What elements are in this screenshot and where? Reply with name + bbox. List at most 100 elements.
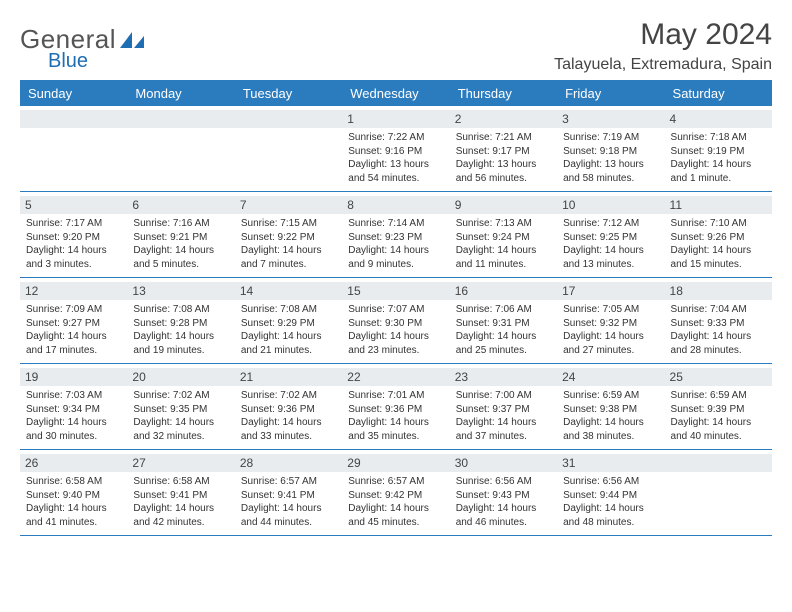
daylight-text: Daylight: 14 hours and 28 minutes. <box>671 330 766 357</box>
calendar-week: 26Sunrise: 6:58 AMSunset: 9:40 PMDayligh… <box>20 450 772 536</box>
day-number <box>20 110 127 128</box>
daylight-text: Daylight: 13 hours and 56 minutes. <box>456 158 551 185</box>
daylight-text: Daylight: 14 hours and 37 minutes. <box>456 416 551 443</box>
calendar-day: 27Sunrise: 6:58 AMSunset: 9:41 PMDayligh… <box>127 450 234 535</box>
sunset-text: Sunset: 9:28 PM <box>133 317 228 331</box>
day-number: 15 <box>342 282 449 300</box>
daylight-text: Daylight: 14 hours and 7 minutes. <box>241 244 336 271</box>
sunset-text: Sunset: 9:16 PM <box>348 145 443 159</box>
sunrise-text: Sunrise: 7:07 AM <box>348 303 443 317</box>
day-number: 28 <box>235 454 342 472</box>
sunrise-text: Sunrise: 7:09 AM <box>26 303 121 317</box>
day-number: 20 <box>127 368 234 386</box>
daylight-text: Daylight: 14 hours and 11 minutes. <box>456 244 551 271</box>
day-number: 3 <box>557 110 664 128</box>
sunset-text: Sunset: 9:25 PM <box>563 231 658 245</box>
day-number: 31 <box>557 454 664 472</box>
sunrise-text: Sunrise: 7:13 AM <box>456 217 551 231</box>
sunrise-text: Sunrise: 7:06 AM <box>456 303 551 317</box>
sunset-text: Sunset: 9:17 PM <box>456 145 551 159</box>
sail-icon <box>118 30 146 50</box>
daylight-text: Daylight: 14 hours and 30 minutes. <box>26 416 121 443</box>
day-number: 19 <box>20 368 127 386</box>
month-title: May 2024 <box>554 18 772 52</box>
day-number: 8 <box>342 196 449 214</box>
calendar-day: 23Sunrise: 7:00 AMSunset: 9:37 PMDayligh… <box>450 364 557 449</box>
day-number: 12 <box>20 282 127 300</box>
weekday-col: Monday <box>127 81 234 106</box>
weekday-col: Friday <box>557 81 664 106</box>
sunset-text: Sunset: 9:40 PM <box>26 489 121 503</box>
sunset-text: Sunset: 9:20 PM <box>26 231 121 245</box>
daylight-text: Daylight: 14 hours and 46 minutes. <box>456 502 551 529</box>
daylight-text: Daylight: 14 hours and 33 minutes. <box>241 416 336 443</box>
day-number: 14 <box>235 282 342 300</box>
sunset-text: Sunset: 9:29 PM <box>241 317 336 331</box>
sunset-text: Sunset: 9:34 PM <box>26 403 121 417</box>
day-number: 9 <box>450 196 557 214</box>
daylight-text: Daylight: 14 hours and 3 minutes. <box>26 244 121 271</box>
sunset-text: Sunset: 9:26 PM <box>671 231 766 245</box>
brand-accent: Blue <box>48 50 88 73</box>
day-number: 10 <box>557 196 664 214</box>
weekday-col: Thursday <box>450 81 557 106</box>
daylight-text: Daylight: 14 hours and 27 minutes. <box>563 330 658 357</box>
brand-logo: General Blue <box>20 24 146 55</box>
calendar-day: 24Sunrise: 6:59 AMSunset: 9:38 PMDayligh… <box>557 364 664 449</box>
sunrise-text: Sunrise: 7:12 AM <box>563 217 658 231</box>
sunrise-text: Sunrise: 7:10 AM <box>671 217 766 231</box>
sunrise-text: Sunrise: 6:59 AM <box>563 389 658 403</box>
calendar-day: 11 Sunrise: 7:10 AMSunset: 9:26 PMDayligh… <box>665 192 772 277</box>
daylight-text: Daylight: 14 hours and 5 minutes. <box>133 244 228 271</box>
sunrise-text: Sunrise: 7:21 AM <box>456 131 551 145</box>
calendar-day: 18Sunrise: 7:04 AMSunset: 9:33 PMDayligh… <box>665 278 772 363</box>
daylight-text: Daylight: 14 hours and 17 minutes. <box>26 330 121 357</box>
weekday-col: Sunday <box>20 81 127 106</box>
day-number: 29 <box>342 454 449 472</box>
day-number: 21 <box>235 368 342 386</box>
calendar-day: 21Sunrise: 7:02 AMSunset: 9:36 PMDayligh… <box>235 364 342 449</box>
sunset-text: Sunset: 9:35 PM <box>133 403 228 417</box>
title-block: May 2024 Talayuela, Extremadura, Spain <box>554 18 772 74</box>
calendar-day: 5Sunrise: 7:17 AMSunset: 9:20 PMDaylight… <box>20 192 127 277</box>
daylight-text: Daylight: 14 hours and 41 minutes. <box>26 502 121 529</box>
daylight-text: Daylight: 14 hours and 15 minutes. <box>671 244 766 271</box>
sunrise-text: Sunrise: 6:57 AM <box>241 475 336 489</box>
day-number <box>127 110 234 128</box>
day-number: 26 <box>20 454 127 472</box>
daylight-text: Daylight: 14 hours and 23 minutes. <box>348 330 443 357</box>
calendar-day: 26 Sunrise: 6:58 AMSunset: 9:40 PMDayligh… <box>20 450 127 535</box>
sunset-text: Sunset: 9:39 PM <box>671 403 766 417</box>
sunrise-text: Sunrise: 6:56 AM <box>563 475 658 489</box>
day-number: 5 <box>20 196 127 214</box>
weekday-header: Sunday Monday Tuesday Wednesday Thursday… <box>20 81 772 106</box>
daylight-text: Daylight: 14 hours and 25 minutes. <box>456 330 551 357</box>
calendar-day: 1 Sunrise: 7:22 AMSunset: 9:16 PMDaylight… <box>342 106 449 191</box>
sunset-text: Sunset: 9:42 PM <box>348 489 443 503</box>
day-number: 1 <box>342 110 449 128</box>
sunrise-text: Sunrise: 7:22 AM <box>348 131 443 145</box>
calendar-day: 17Sunrise: 7:05 AMSunset: 9:32 PMDayligh… <box>557 278 664 363</box>
sunrise-text: Sunrise: 7:08 AM <box>241 303 336 317</box>
calendar-body: 1Sunrise: 7:22 AMSunset: 9:16 PMDaylight… <box>20 106 772 536</box>
day-number: 6 <box>127 196 234 214</box>
daylight-text: Daylight: 14 hours and 13 minutes. <box>563 244 658 271</box>
day-number: 18 <box>665 282 772 300</box>
calendar-day: 10 Sunrise: 7:12 AMSunset: 9:25 PMDayligh… <box>557 192 664 277</box>
daylight-text: Daylight: 13 hours and 54 minutes. <box>348 158 443 185</box>
calendar-day: 31Sunrise: 6:56 AMSunset: 9:44 PMDayligh… <box>557 450 664 535</box>
sunset-text: Sunset: 9:33 PM <box>671 317 766 331</box>
sunset-text: Sunset: 9:27 PM <box>26 317 121 331</box>
calendar-week: 5Sunrise: 7:17 AMSunset: 9:20 PMDaylight… <box>20 192 772 278</box>
sunrise-text: Sunrise: 7:01 AM <box>348 389 443 403</box>
day-number <box>665 454 772 472</box>
sunset-text: Sunset: 9:41 PM <box>133 489 228 503</box>
calendar-day: 29Sunrise: 6:57 AMSunset: 9:42 PMDayligh… <box>342 450 449 535</box>
calendar-week: 1Sunrise: 7:22 AMSunset: 9:16 PMDaylight… <box>20 106 772 192</box>
sunset-text: Sunset: 9:23 PM <box>348 231 443 245</box>
calendar-week: 12Sunrise: 7:09 AMSunset: 9:27 PMDayligh… <box>20 278 772 364</box>
sunrise-text: Sunrise: 6:58 AM <box>26 475 121 489</box>
calendar-day <box>127 106 234 191</box>
day-number: 11 <box>665 196 772 214</box>
calendar-week: 19Sunrise: 7:03 AMSunset: 9:34 PMDayligh… <box>20 364 772 450</box>
